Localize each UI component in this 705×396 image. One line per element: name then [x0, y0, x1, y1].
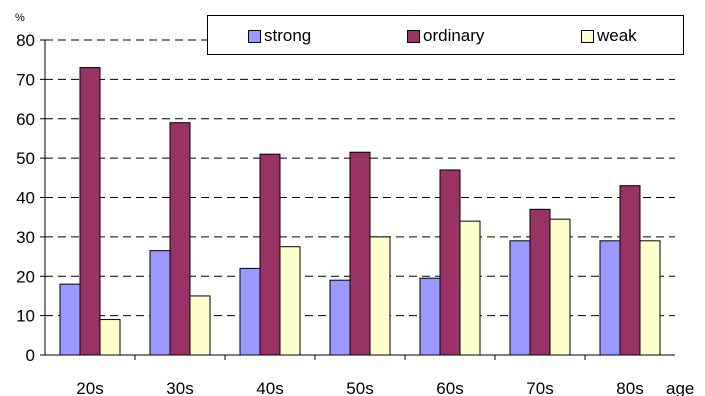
- x-tick-label-30s: 30s: [166, 379, 193, 396]
- bar-ordinary-40s: [259, 153, 281, 356]
- bar-weak-80s: [639, 240, 661, 356]
- x-tick-label-60s: 60s: [436, 379, 463, 396]
- y-tick-label-80: 80: [16, 31, 35, 50]
- y-axis-label: %: [15, 12, 25, 24]
- y-tick-label-50: 50: [16, 149, 35, 168]
- bar-strong-70s: [509, 240, 531, 356]
- bar-strong-20s: [59, 283, 81, 356]
- bar-weak-30s: [189, 295, 211, 356]
- bar-ordinary-60s: [439, 169, 461, 356]
- x-tick-label-50s: 50s: [346, 379, 373, 396]
- legend-label-strong: strong: [264, 26, 312, 45]
- bar-weak-20s: [99, 319, 121, 356]
- legend-label-weak: weak: [597, 26, 637, 45]
- tick-labels: 0 10 20 30 40 50 60 70 80 20s 30s 40s 50s 60s 70s 80s: [16, 31, 644, 396]
- y-tick-label-60: 60: [16, 110, 35, 129]
- y-tick-label-70: 70: [16, 70, 35, 89]
- bar-strong-60s: [419, 277, 441, 356]
- bar-strong-50s: [329, 279, 351, 356]
- bar-strong-40s: [239, 267, 261, 356]
- legend-label-ordinary: ordinary: [423, 26, 485, 45]
- bar-ordinary-30s: [169, 122, 191, 356]
- bar-ordinary-80s: [619, 185, 641, 356]
- legend-swatch-weak: [581, 29, 594, 43]
- x-tick-label-80s: 80s: [616, 379, 643, 396]
- bar-ordinary-70s: [529, 208, 551, 356]
- bars: [59, 67, 661, 356]
- legend-swatch-strong: [248, 29, 261, 43]
- x-tick-label-20s: 20s: [76, 379, 103, 396]
- legend-item-weak: weak: [581, 26, 637, 46]
- bar-strong-80s: [599, 240, 621, 356]
- y-tick-label-10: 10: [16, 307, 35, 326]
- bar-ordinary-20s: [79, 67, 101, 356]
- legend: strong ordinary weak: [207, 15, 684, 55]
- bar-ordinary-50s: [349, 151, 371, 356]
- y-tick-label-0: 0: [26, 346, 35, 365]
- legend-swatch-ordinary: [407, 29, 420, 43]
- bar-strong-30s: [149, 250, 171, 356]
- legend-item-strong: strong: [248, 26, 311, 46]
- bar-weak-50s: [369, 236, 391, 356]
- bar-weak-60s: [459, 220, 481, 356]
- y-tick-label-30: 30: [16, 228, 35, 247]
- bar-weak-40s: [279, 246, 301, 356]
- x-tick-label-70s: 70s: [526, 379, 553, 396]
- y-tick-label-40: 40: [16, 189, 35, 208]
- x-tick-label-40s: 40s: [256, 379, 283, 396]
- x-axis-label: age: [666, 379, 694, 396]
- axes: [44, 40, 675, 356]
- bar-weak-70s: [549, 218, 571, 356]
- legend-item-ordinary: ordinary: [407, 26, 484, 46]
- y-tick-label-20: 20: [16, 267, 35, 286]
